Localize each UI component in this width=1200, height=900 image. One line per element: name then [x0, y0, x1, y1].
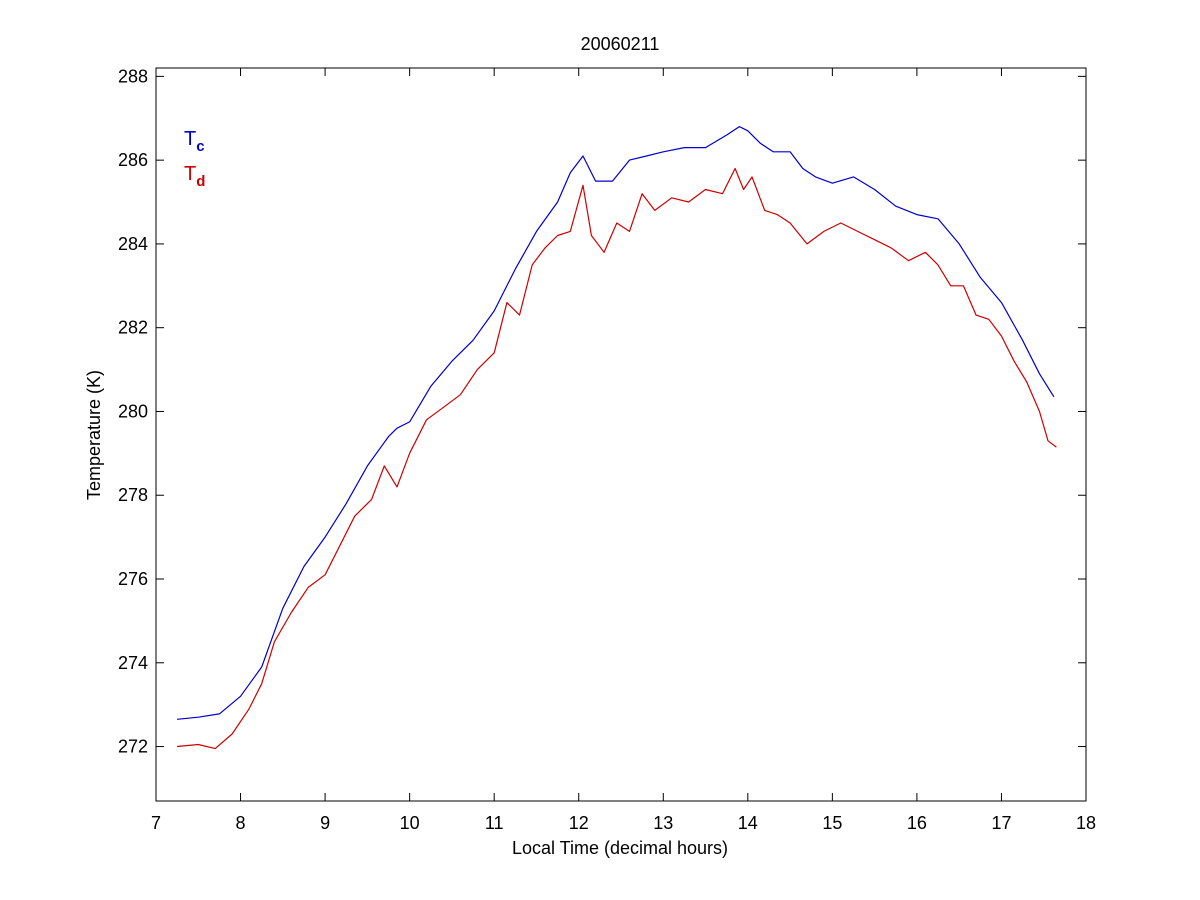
x-axis: 7 8 9 10 11 12 13 14 15 16 17 18 [151, 68, 1096, 833]
legend-entry-tc: Tc [184, 128, 205, 155]
legend-td-main: T [184, 163, 196, 185]
x-tick-label: 9 [320, 813, 330, 833]
chart-title: 20060211 [581, 34, 660, 54]
x-tick-label: 11 [485, 813, 504, 833]
series-line-td [177, 167, 1057, 750]
x-tick-label: 13 [653, 813, 673, 833]
x-tick-label: 16 [907, 813, 927, 833]
legend: Tc Td [184, 128, 205, 190]
y-tick-label: 276 [118, 569, 148, 589]
legend-entry-td: Td [184, 163, 205, 190]
y-tick-label: 288 [118, 66, 148, 86]
y-tick-label: 274 [118, 653, 148, 673]
x-axis-label: Local Time (decimal hours) [512, 838, 728, 858]
y-tick-label: 284 [118, 234, 148, 254]
y-tick-label: 272 [118, 737, 148, 757]
x-tick-label: 12 [569, 813, 589, 833]
legend-tc-main: T [184, 128, 196, 150]
x-tick-label: 7 [151, 813, 161, 833]
series-layer [177, 126, 1057, 750]
y-axis-label: Temperature (K) [84, 370, 104, 500]
x-tick-label: 10 [400, 813, 420, 833]
legend-tc-sub: c [196, 138, 204, 155]
x-tick-label: 15 [822, 813, 842, 833]
y-axis: 272 274 276 278 280 282 284 286 288 [118, 66, 1086, 757]
x-tick-label: 14 [738, 813, 758, 833]
series-line-tc [177, 126, 1055, 720]
y-tick-label: 280 [118, 401, 148, 421]
x-tick-label: 17 [991, 813, 1011, 833]
x-tick-label: 18 [1076, 813, 1096, 833]
y-tick-label: 286 [118, 150, 148, 170]
y-tick-label: 282 [118, 318, 148, 338]
y-tick-label: 278 [118, 485, 148, 505]
plot-frame [155, 67, 1087, 802]
x-tick-label: 8 [236, 813, 246, 833]
legend-td-sub: d [196, 173, 205, 190]
